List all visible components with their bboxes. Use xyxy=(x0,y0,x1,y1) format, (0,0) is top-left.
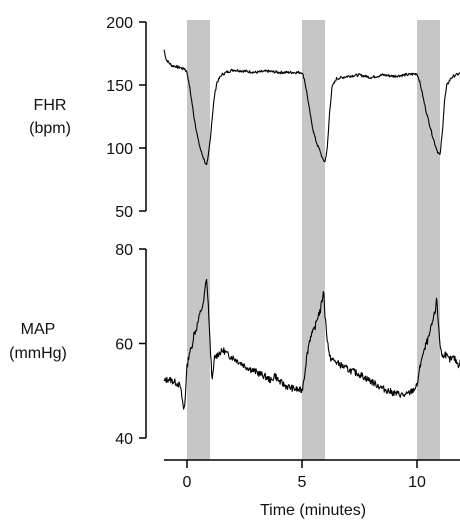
x-axis-label: Time (minutes) xyxy=(260,502,366,519)
occlusion-band-2 xyxy=(417,20,440,460)
fhr-y-tick-label-2: 150 xyxy=(106,78,133,95)
x-ticks: 0 5 10 xyxy=(183,460,426,491)
x-tick-label-1: 5 xyxy=(298,474,307,491)
occlusion-shading-layer xyxy=(187,20,440,460)
map-y-tick-label-0: 40 xyxy=(115,431,133,448)
fhr-y-tick-label-1: 100 xyxy=(106,141,133,158)
fhr-y-tick-label-0: 50 xyxy=(115,204,133,221)
fhr-y-tick-label-3: 200 xyxy=(106,15,133,32)
fhr-y-label-line1: FHR xyxy=(34,97,67,114)
x-tick-label-2: 10 xyxy=(408,474,426,491)
map-y-tick-label-2: 80 xyxy=(115,242,133,259)
time-x-axis: 0 5 10 Time (minutes) xyxy=(164,459,460,519)
map-y-label-line2: (mmHg) xyxy=(9,345,67,362)
map-panel: 40 60 80 MAP (mmHg) xyxy=(9,242,460,448)
map-series-line xyxy=(163,278,460,410)
map-y-ticks: 40 60 80 xyxy=(115,242,146,448)
fhr-series-line xyxy=(163,49,460,166)
x-tick-label-0: 0 xyxy=(183,474,192,491)
map-y-label-line1: MAP xyxy=(21,321,56,338)
fhr-panel: 50 100 150 200 FHR (bpm) xyxy=(29,15,460,221)
fhr-y-ticks: 50 100 150 200 xyxy=(106,15,146,221)
map-y-tick-label-1: 60 xyxy=(115,337,133,354)
fhr-y-label-line2: (bpm) xyxy=(29,120,71,137)
occlusion-band-0 xyxy=(187,20,210,460)
